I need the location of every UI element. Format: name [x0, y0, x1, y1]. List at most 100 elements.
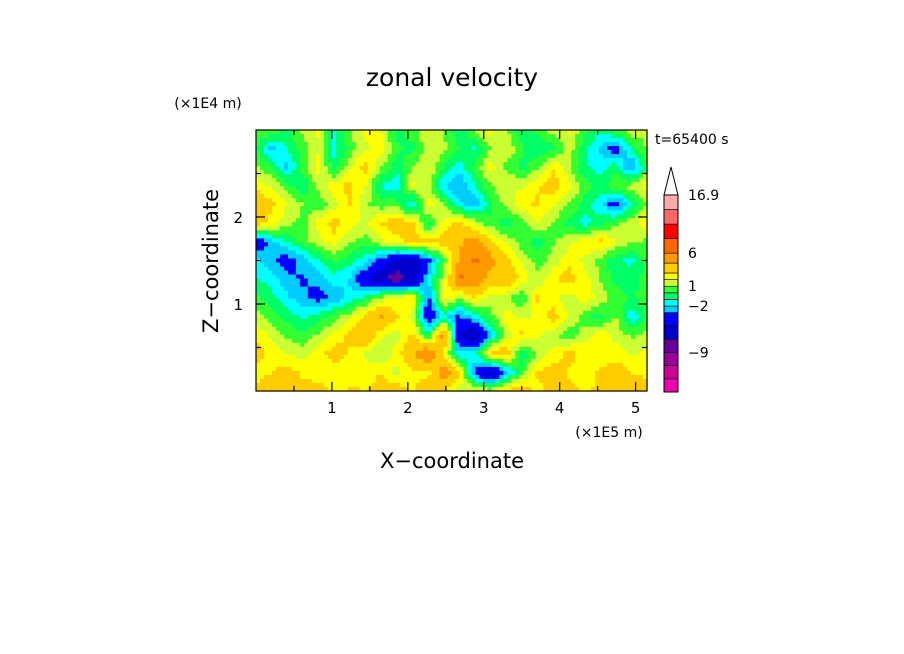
field-cell	[547, 306, 552, 312]
field-cell	[499, 242, 504, 248]
field-cell	[491, 222, 496, 227]
field-cell	[375, 214, 381, 219]
field-cell	[623, 182, 628, 187]
field-cell	[331, 326, 337, 332]
field-cell	[487, 154, 492, 159]
field-cell	[347, 198, 353, 203]
field-cell	[327, 226, 333, 231]
field-cell	[315, 186, 321, 191]
field-cell	[599, 154, 604, 159]
field-cell	[551, 322, 556, 328]
field-cell	[415, 178, 421, 183]
field-cell	[471, 310, 477, 316]
field-cell	[463, 250, 469, 256]
field-cell	[355, 270, 361, 276]
field-cell	[331, 202, 337, 207]
field-cell	[259, 166, 265, 171]
field-cell	[379, 318, 385, 324]
field-cell	[499, 294, 504, 300]
field-cell	[391, 310, 397, 316]
field-cell	[539, 166, 544, 171]
field-cell	[399, 242, 405, 248]
field-cell	[399, 258, 405, 264]
field-cell	[635, 238, 640, 244]
field-cell	[391, 278, 397, 284]
field-cell	[303, 294, 309, 300]
field-cell	[351, 174, 357, 179]
field-cell	[403, 234, 409, 240]
field-cell	[471, 258, 477, 264]
field-cell	[459, 282, 465, 288]
field-cell	[399, 218, 405, 223]
field-cell	[371, 238, 377, 244]
field-cell	[391, 134, 397, 139]
field-cell	[579, 290, 584, 296]
field-cell	[359, 166, 365, 171]
field-cell	[643, 198, 648, 203]
field-cell	[299, 262, 305, 268]
field-cell	[311, 130, 317, 135]
field-cell	[631, 218, 636, 223]
field-cell	[595, 270, 600, 276]
field-cell	[431, 254, 437, 260]
field-cell	[447, 318, 453, 324]
field-cell	[415, 330, 421, 336]
field-cell	[619, 322, 624, 328]
field-cell	[643, 178, 648, 183]
field-cell	[599, 190, 604, 195]
field-cell	[287, 266, 293, 272]
field-cell	[511, 322, 516, 328]
field-cell	[279, 274, 285, 280]
field-cell	[627, 322, 632, 328]
field-cell	[275, 210, 281, 215]
field-cell	[539, 302, 544, 308]
field-cell	[299, 290, 305, 296]
field-cell	[583, 302, 588, 308]
field-cell	[475, 262, 481, 268]
field-cell	[515, 166, 520, 171]
field-cell	[271, 298, 277, 304]
field-cell	[519, 222, 524, 227]
field-cell	[595, 262, 600, 268]
field-cell	[595, 226, 600, 231]
field-cell	[323, 190, 329, 195]
field-cell	[283, 150, 289, 155]
field-cell	[551, 190, 556, 195]
field-cell	[567, 198, 572, 203]
field-cell	[475, 130, 481, 135]
field-cell	[267, 306, 273, 312]
field-cell	[367, 162, 373, 167]
field-cell	[575, 298, 580, 304]
field-cell	[415, 298, 421, 304]
field-cell	[511, 230, 516, 235]
field-cell	[287, 254, 293, 260]
field-cell	[347, 322, 353, 328]
field-cell	[467, 302, 473, 308]
field-cell	[491, 198, 496, 203]
field-cell	[535, 174, 540, 179]
field-cell	[315, 278, 321, 284]
field-cell	[256, 218, 261, 223]
field-cell	[399, 270, 405, 276]
field-cell	[503, 290, 508, 296]
field-cell	[491, 182, 496, 187]
field-cell	[371, 142, 377, 147]
field-cell	[603, 194, 608, 199]
field-cell	[351, 246, 357, 252]
field-cell	[535, 170, 540, 175]
field-cell	[267, 166, 273, 171]
field-cell	[547, 194, 552, 199]
field-cell	[327, 258, 333, 264]
field-cell	[375, 238, 381, 244]
field-cell	[603, 158, 608, 163]
field-cell	[479, 274, 485, 280]
field-cell	[411, 306, 417, 312]
field-cell	[635, 222, 640, 227]
field-cell	[639, 262, 644, 268]
field-cell	[467, 274, 473, 280]
field-cell	[415, 182, 421, 187]
field-cell	[443, 266, 449, 272]
field-cell	[611, 274, 616, 280]
field-cell	[623, 246, 628, 252]
field-cell	[259, 174, 265, 179]
